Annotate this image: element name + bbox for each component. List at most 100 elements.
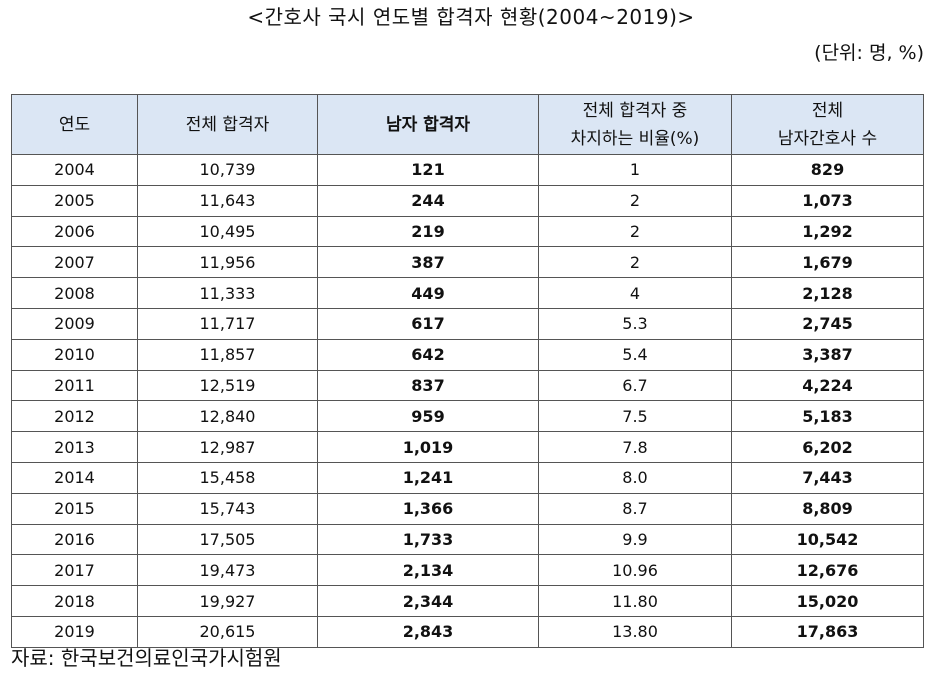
- cell-male-passed: 219: [317, 215, 539, 248]
- cell-male-passed: 387: [317, 246, 539, 279]
- cell-total-passed: 11,717: [137, 307, 318, 340]
- cell-total-passed: 12,987: [137, 431, 318, 463]
- cell-total-passed: 15,458: [137, 461, 318, 494]
- cell-ratio: 2: [538, 184, 732, 217]
- cell-total-passed: 11,956: [137, 246, 318, 279]
- cell-ratio: 5.4: [538, 338, 732, 371]
- table-row: 2013 12,987 1,019 7.8 6,202: [11, 431, 924, 463]
- cell-total-passed: 10,739: [137, 154, 318, 186]
- cell-total-passed: 19,927: [137, 585, 318, 617]
- table-row: 2011 12,519 837 6.7 4,224: [11, 369, 924, 402]
- cell-male-passed: 449: [317, 277, 539, 309]
- cell-year: 2005: [11, 184, 138, 217]
- cell-total-male-nurses: 829: [731, 154, 924, 186]
- header-ratio-line2: 차지하는 비율(%): [570, 128, 700, 149]
- cell-ratio: 8.0: [538, 461, 732, 494]
- cell-year: 2012: [11, 400, 138, 433]
- cell-year: 2015: [11, 492, 138, 525]
- header-male-passed: 남자 합격자: [317, 94, 539, 155]
- table-row: 2007 11,956 387 2 1,679: [11, 246, 924, 279]
- cell-year: 2014: [11, 461, 138, 494]
- cell-year: 2007: [11, 246, 138, 279]
- cell-ratio: 2: [538, 215, 732, 248]
- cell-total-passed: 17,505: [137, 523, 318, 556]
- cell-total-passed: 10,495: [137, 215, 318, 248]
- cell-total-male-nurses: 8,809: [731, 492, 924, 525]
- cell-total-male-nurses: 1,679: [731, 246, 924, 279]
- cell-year: 2017: [11, 554, 138, 587]
- cell-male-passed: 1,241: [317, 461, 539, 494]
- header-total-male-line2: 남자간호사 수: [777, 128, 878, 149]
- cell-total-male-nurses: 17,863: [731, 615, 924, 648]
- cell-total-male-nurses: 15,020: [731, 585, 924, 617]
- table-row: 2019 20,615 2,843 13.80 17,863: [11, 615, 924, 648]
- table-row: 2014 15,458 1,241 8.0 7,443: [11, 461, 924, 494]
- cell-ratio: 4: [538, 277, 732, 309]
- header-total-male-line1: 전체: [811, 100, 844, 121]
- cell-male-passed: 959: [317, 400, 539, 433]
- source-note: 자료: 한국보건의료인국가시험원: [11, 646, 282, 670]
- cell-ratio: 5.3: [538, 307, 732, 340]
- header-ratio-line1: 전체 합격자 중: [582, 100, 688, 121]
- cell-total-passed: 12,519: [137, 369, 318, 402]
- cell-total-male-nurses: 7,443: [731, 461, 924, 494]
- cell-male-passed: 244: [317, 184, 539, 217]
- cell-year: 2006: [11, 215, 138, 248]
- table-row: 2008 11,333 449 4 2,128: [11, 277, 924, 309]
- cell-ratio: 10.96: [538, 554, 732, 587]
- table-row: 2015 15,743 1,366 8.7 8,809: [11, 492, 924, 525]
- cell-male-passed: 1,366: [317, 492, 539, 525]
- table-body: 2004 10,739 121 1 829 2005 11,643 244 2 1,073 2006…: [11, 154, 924, 648]
- cell-ratio: 8.7: [538, 492, 732, 525]
- cell-ratio: 2: [538, 246, 732, 279]
- cell-total-passed: 20,615: [137, 615, 318, 648]
- cell-ratio: 11.80: [538, 585, 732, 617]
- cell-year: 2013: [11, 431, 138, 463]
- page-title: <간호사 국시 연도별 합격자 현황(2004~2019)>: [247, 5, 695, 29]
- header-ratio: 전체 합격자 중 차지하는 비율(%): [538, 94, 732, 155]
- cell-male-passed: 1,733: [317, 523, 539, 556]
- cell-male-passed: 2,344: [317, 585, 539, 617]
- cell-year: 2004: [11, 154, 138, 186]
- cell-male-passed: 2,843: [317, 615, 539, 648]
- cell-male-passed: 1,019: [317, 431, 539, 463]
- cell-year: 2018: [11, 585, 138, 617]
- table-row: 2006 10,495 219 2 1,292: [11, 215, 924, 248]
- cell-ratio: 7.5: [538, 400, 732, 433]
- cell-total-male-nurses: 2,745: [731, 307, 924, 340]
- cell-total-male-nurses: 6,202: [731, 431, 924, 463]
- table-row: 2012 12,840 959 7.5 5,183: [11, 400, 924, 433]
- table-row: 2018 19,927 2,344 11.80 15,020: [11, 585, 924, 617]
- cell-total-male-nurses: 5,183: [731, 400, 924, 433]
- cell-male-passed: 121: [317, 154, 539, 186]
- cell-total-passed: 11,643: [137, 184, 318, 217]
- cell-total-male-nurses: 1,073: [731, 184, 924, 217]
- cell-year: 2016: [11, 523, 138, 556]
- cell-total-male-nurses: 10,542: [731, 523, 924, 556]
- cell-total-male-nurses: 4,224: [731, 369, 924, 402]
- cell-year: 2010: [11, 338, 138, 371]
- cell-total-passed: 11,857: [137, 338, 318, 371]
- cell-ratio: 13.80: [538, 615, 732, 648]
- cell-total-passed: 12,840: [137, 400, 318, 433]
- cell-total-passed: 11,333: [137, 277, 318, 309]
- cell-male-passed: 642: [317, 338, 539, 371]
- cell-total-passed: 19,473: [137, 554, 318, 587]
- table-row: 2016 17,505 1,733 9.9 10,542: [11, 523, 924, 556]
- cell-year: 2009: [11, 307, 138, 340]
- cell-ratio: 1: [538, 154, 732, 186]
- cell-ratio: 7.8: [538, 431, 732, 463]
- table-row: 2010 11,857 642 5.4 3,387: [11, 338, 924, 371]
- nurse-exam-table: 연도 전체 합격자 남자 합격자 전체 합격자 중 차지하는 비율(%) 전체 …: [11, 94, 924, 648]
- table-row: 2009 11,717 617 5.3 2,745: [11, 307, 924, 340]
- header-total-passed: 전체 합격자: [137, 94, 318, 155]
- cell-year: 2008: [11, 277, 138, 309]
- cell-male-passed: 837: [317, 369, 539, 402]
- header-year: 연도: [11, 94, 138, 155]
- cell-total-passed: 15,743: [137, 492, 318, 525]
- table-row: 2017 19,473 2,134 10.96 12,676: [11, 554, 924, 587]
- unit-note: (단위: 명, %): [814, 42, 924, 64]
- cell-total-male-nurses: 1,292: [731, 215, 924, 248]
- table-row: 2004 10,739 121 1 829: [11, 154, 924, 186]
- cell-male-passed: 2,134: [317, 554, 539, 587]
